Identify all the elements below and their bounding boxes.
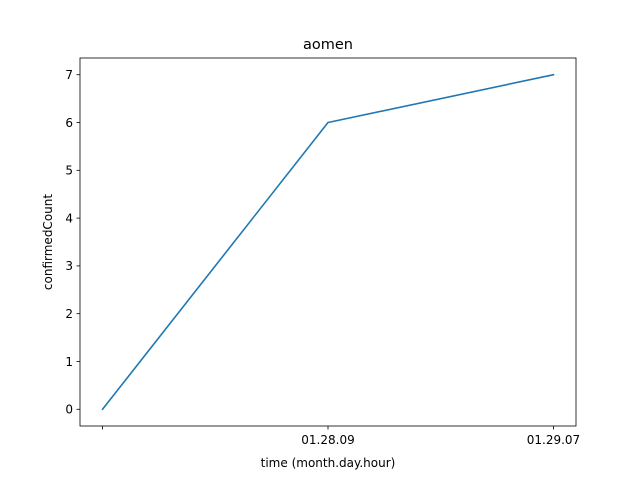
x-axis-label: time (month.day.hour) [261, 456, 396, 470]
y-axis-label: confirmedCount [41, 194, 55, 290]
plot-frame [79, 57, 577, 427]
axis-ticks: 0 1 2 3 4 5 6 7 01.28.09 01.29.07 [65, 68, 580, 447]
y-tick-label: 0 [65, 403, 73, 417]
y-tick-label: 2 [65, 307, 73, 321]
y-tick-label: 4 [65, 211, 73, 225]
y-tick-label: 6 [65, 116, 73, 130]
x-tick-label: 01.28.09 [301, 433, 354, 447]
series-layer [101, 73, 555, 411]
y-tick-label: 5 [65, 164, 73, 178]
chart-title: aomen [303, 37, 353, 53]
series-line [101, 73, 555, 411]
y-tick-label: 1 [65, 355, 73, 369]
y-tick-label: 7 [65, 68, 73, 82]
y-tick-label: 3 [65, 259, 73, 273]
x-tick-label: 01.29.07 [527, 433, 580, 447]
